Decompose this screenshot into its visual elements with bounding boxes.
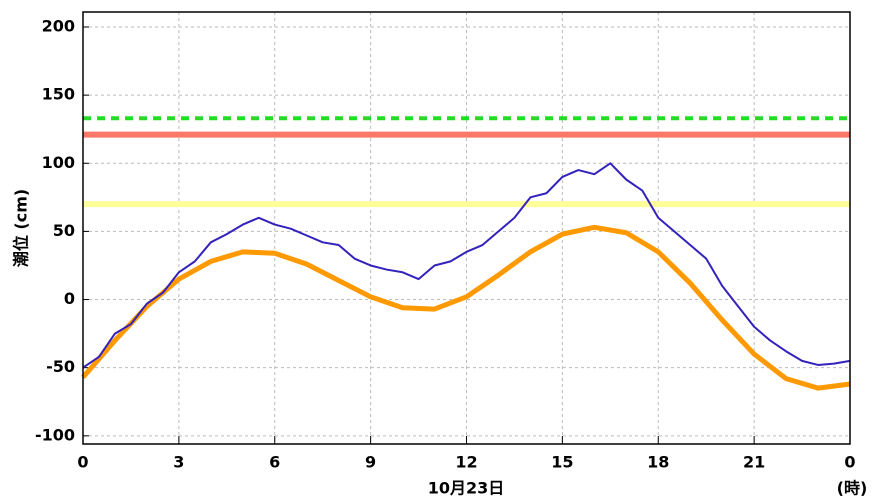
y-tick-label: 200	[42, 16, 75, 35]
x-tick-label: 21	[743, 453, 765, 472]
y-tick-label: 50	[53, 221, 75, 240]
y-tick-label: 150	[42, 85, 75, 104]
x-tick-label: 18	[647, 453, 669, 472]
y-tick-label: 100	[42, 153, 75, 172]
x-axis-unit: (時)	[837, 479, 868, 498]
y-tick-label: -100	[35, 425, 75, 444]
data-line	[81, 224, 851, 391]
x-axis-label: 10月23日	[428, 479, 505, 498]
x-tick-label: 0	[844, 453, 855, 472]
plot-frame	[82, 11, 851, 445]
data-line	[82, 162, 851, 369]
y-tick-label: 0	[64, 289, 75, 308]
x-tick-label: 0	[77, 453, 88, 472]
x-tick-label: 15	[551, 453, 573, 472]
x-tick-label: 9	[365, 453, 376, 472]
x-tick-label: 6	[269, 453, 280, 472]
x-tick-label: 12	[455, 453, 477, 472]
x-tick-label: 3	[173, 453, 184, 472]
y-axis-label: 潮位 (cm)	[12, 189, 31, 267]
y-tick-label: -50	[46, 357, 75, 376]
